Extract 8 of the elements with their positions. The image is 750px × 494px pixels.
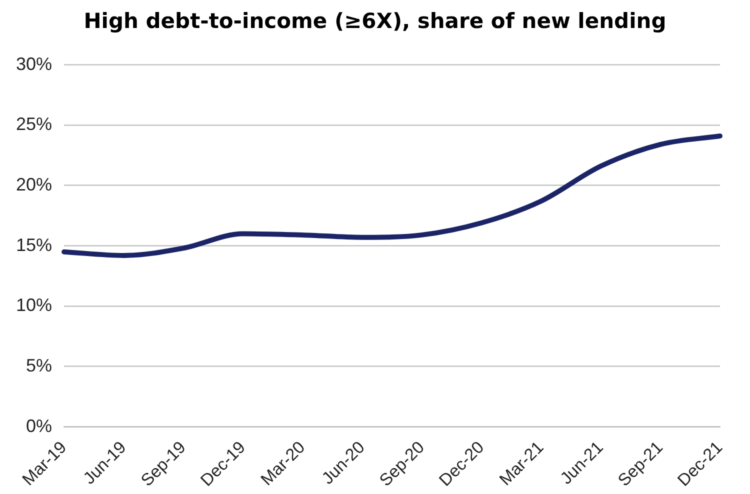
chart-title: High debt-to-income (≥6X), share of new lending [82,8,668,35]
y-tick-label: 30% [16,54,52,74]
y-tick-label: 15% [16,234,52,255]
y-tick-label: 10% [16,295,52,316]
y-tick-label: 25% [16,114,52,134]
y-tick-label: 20% [16,174,52,194]
y-tick-label: 0% [26,416,52,436]
y-tick-label: 5% [26,355,52,376]
